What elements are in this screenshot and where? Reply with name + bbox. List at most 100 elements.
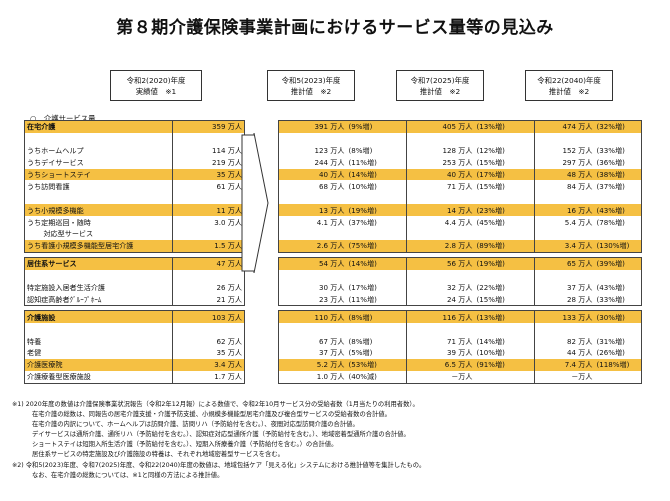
header-2023-line1: 令和5(2023)年度 [281, 75, 341, 85]
cell-name: うち定期巡回・随時 [24, 216, 173, 229]
cell-p1: (14%増) [346, 168, 407, 181]
cell-v3: 28 万人 [534, 293, 595, 307]
table-row: 介護医療院 3.4 万人 5.2 万人 (53%増) 6.5 万人 (91%増) 7.4 万… [24, 358, 642, 371]
cell-p2: (22%増) [474, 281, 535, 294]
table-row: 特定施設入居者生活介護 26 万人 30 万人 (17%増) 32 万人 (22%増) 37… [24, 281, 642, 294]
table-row: 介護療養型医療施設 1.7 万人 1.0 万人 (40%減) －万人 －万人 [24, 370, 642, 384]
note-7: ※2) 令和5(2023)年度、令和7(2025)年度、令和22(2040)年度… [12, 461, 426, 469]
arrow-gap [245, 371, 279, 383]
note-4: デイサービスは通所介護、通所リハ（予防給付を含む。）、認知症対応型通所介護（予防… [32, 431, 410, 439]
header-2040-line2: 推計値 ※2 [548, 86, 590, 96]
cell-name: うちホームヘルプ [24, 144, 173, 157]
note-2: 在宅介護の総数は、同報告の居宅介護支援・介護予防支援、小規模多機能型居宅介護及び… [32, 411, 391, 419]
table-row: うちデイサービス 219 万人 244 万人 (11%増) 253 万人 (15%増) 29… [24, 156, 642, 169]
cell-p2: (15%増) [474, 293, 535, 307]
cell-v1: 54 万人 [278, 256, 347, 270]
cell-v2: 2.8 万人 [406, 239, 475, 253]
cell-p3 [594, 132, 642, 145]
arrow-gap [245, 359, 279, 371]
cell-v2 [406, 228, 475, 240]
cell-v3: 297 万人 [534, 156, 595, 169]
cell-v3: 16 万人 [534, 204, 595, 217]
cell-c0: 103 万人 [172, 310, 245, 324]
header-2025-line1: 令和7(2025)年度 [410, 75, 470, 85]
table-row [24, 192, 642, 205]
cell-p3: (37%増) [594, 180, 642, 193]
cell-p1 [346, 132, 407, 145]
cell-v2: 32 万人 [406, 281, 475, 294]
cell-p2: (10%増) [474, 347, 535, 359]
table-row: 老健 35 万人 37 万人 (5%増) 39 万人 (10%増) 44 万人 (26%増) [24, 347, 642, 359]
cell-p3: (130%増) [594, 239, 642, 253]
cell-v2: 128 万人 [406, 144, 475, 157]
cell-v2 [406, 269, 475, 282]
note-6: 居住系サービスの特定施設及び介護施設の特養は、それぞれ地域密着型サービスを含む。 [32, 451, 284, 459]
cell-p2 [474, 132, 535, 145]
cell-p2 [474, 228, 535, 240]
cell-p1: (53%増) [346, 358, 407, 371]
cell-p2: (12%増) [474, 144, 535, 157]
cell-c0 [172, 132, 245, 145]
cell-v3: －万人 [534, 370, 595, 384]
cell-v1: 37 万人 [278, 347, 347, 359]
cell-name [24, 132, 173, 145]
note-1: ※1) 2020年度の数値は介護保険事業状況報告（令和2年12月報）による数値で… [12, 401, 419, 408]
cell-v1: 2.6 万人 [278, 239, 347, 253]
cell-v3: 37 万人 [534, 281, 595, 294]
cell-v3: 48 万人 [534, 168, 595, 181]
cell-name: 老健 [24, 347, 173, 359]
cell-v1: 110 万人 [278, 310, 347, 324]
cell-v3: 133 万人 [534, 310, 595, 324]
header-2040-line1: 令和22(2040)年度 [537, 75, 601, 85]
cell-p1: (37%増) [346, 216, 407, 229]
note-8: なお、在宅介護の総数については、※1と同様の方法による推計値。 [32, 471, 224, 479]
cell-v2 [406, 192, 475, 205]
cell-name: 介護療養型医療施設 [24, 370, 173, 384]
cell-name: うちショートステイ [24, 168, 173, 181]
header-2025-line2: 推計値 ※2 [419, 86, 461, 96]
cell-name: うち小規模多機能 [24, 204, 173, 217]
cell-p3 [594, 228, 642, 240]
arrow-gap [245, 311, 279, 323]
cell-v3: 65 万人 [534, 256, 595, 270]
header-2020-line1: 令和2(2020)年度 [126, 75, 186, 85]
cell-name: 居住系サービス [24, 256, 173, 270]
cell-p3: (33%増) [594, 144, 642, 157]
cell-v2: 4.4 万人 [406, 216, 475, 229]
cell-p1: (9%増) [346, 119, 407, 133]
note-5: ショートステイは短期入所生活介護（予防給付を含む。）、短期入所療養介護（予防給付… [32, 441, 338, 449]
cell-name [24, 192, 173, 205]
cell-c0 [172, 269, 245, 282]
cell-name: うち訪問看護 [24, 180, 173, 193]
cell-name: 介護施設 [24, 310, 173, 324]
cell-name: 特定施設入居者生活介護 [24, 281, 173, 294]
cell-v3 [534, 228, 595, 240]
cell-p3 [594, 192, 642, 205]
cell-v1: 13 万人 [278, 204, 347, 217]
cell-p1 [346, 269, 407, 282]
cell-c0: 3.0 万人 [172, 216, 245, 229]
cell-v2: 56 万人 [406, 256, 475, 270]
note-3: 在宅介護の内訳について、ホームヘルプは訪問介護、訪問リハ（予防給付を含む。）、夜… [32, 421, 359, 429]
cell-v3: 84 万人 [534, 180, 595, 193]
cell-p2: (13%増) [474, 119, 535, 133]
cell-p1: (19%増) [346, 204, 407, 217]
cell-p2: (17%増) [474, 168, 535, 181]
cell-v1: 68 万人 [278, 180, 347, 193]
table-row: うち定期巡回・随時 3.0 万人 4.1 万人 (37%増) 4.4 万人 (45%増) 5… [24, 216, 642, 229]
cell-p1 [346, 323, 407, 336]
arrow-gap [245, 323, 279, 335]
cell-p2: (15%増) [474, 156, 535, 169]
cell-v2: 405 万人 [406, 119, 475, 133]
cell-p3 [594, 323, 642, 336]
table-row: 対応型サービス [24, 228, 642, 240]
cell-c0: 3.4 万人 [172, 358, 245, 371]
header-2023-line2: 推計値 ※2 [290, 86, 332, 96]
table-row: うち看護小規模多機能型居宅介護 1.5 万人 2.6 万人 (75%増) 2.8 万人(… [24, 239, 642, 253]
cell-name: 在宅介護 [24, 119, 173, 133]
cell-v2: 39 万人 [406, 347, 475, 359]
cell-name: 対応型サービス [24, 228, 173, 240]
cell-v2: 40 万人 [406, 168, 475, 181]
cell-p3 [594, 370, 642, 384]
cell-v3: 474 万人 [534, 119, 595, 133]
